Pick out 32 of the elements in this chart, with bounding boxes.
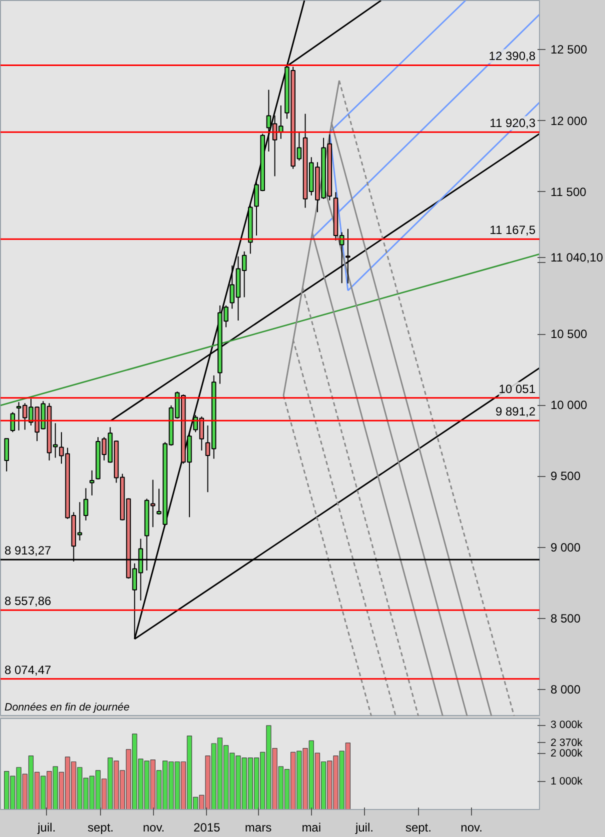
ref-line-label: 11 920,3 [490, 116, 536, 130]
ref-line-label: 8 913,27 [4, 544, 52, 558]
ref-line-label: 10 051 [498, 382, 536, 396]
x-tick-label: juil. [36, 820, 56, 834]
ref-line-label: 11 167,5 [490, 223, 536, 238]
x-tick-label: mars [244, 820, 272, 834]
y-tick-label: 8 500 [550, 611, 581, 626]
y-tick-label: 2 370k [550, 736, 584, 749]
x-tick-label: nov. [460, 820, 482, 834]
y-tick-label: 3 000k [550, 719, 584, 732]
y-tick-label: 9 000 [550, 540, 581, 554]
y-tick-label: 11 500 [550, 184, 587, 199]
ref-line-label: 8 557,86 [4, 594, 52, 608]
y-tick-label: 9 500 [550, 469, 581, 484]
ref-line-label: 8 074,47 [4, 662, 52, 677]
x-tick-label: 2015 [194, 820, 221, 834]
y-tick-label: 12 500 [550, 42, 588, 57]
y-tick-label: 2 000k [550, 747, 584, 760]
y-tick-label: 12 000 [550, 114, 588, 128]
x-tick-label: sept. [88, 820, 114, 834]
x-tick-label: nov. [142, 820, 165, 834]
x-tick-label: mai [302, 820, 322, 834]
x-tick-label: juil. [354, 820, 374, 834]
y-tick-label: 8 000 [550, 682, 581, 696]
y-tick-label: 10 500 [550, 327, 588, 342]
annotation: Données en fin de journée [4, 702, 130, 714]
x-tick-label: sept. [405, 820, 432, 834]
y-tick-label: 10 000 [550, 398, 588, 412]
y-tick-label: 11 040,10 [550, 250, 604, 264]
ref-line-label: 12 390,8 [488, 49, 536, 64]
ref-line-label: 9 891,2 [495, 404, 536, 419]
y-tick-label: 1 000k [550, 775, 584, 788]
